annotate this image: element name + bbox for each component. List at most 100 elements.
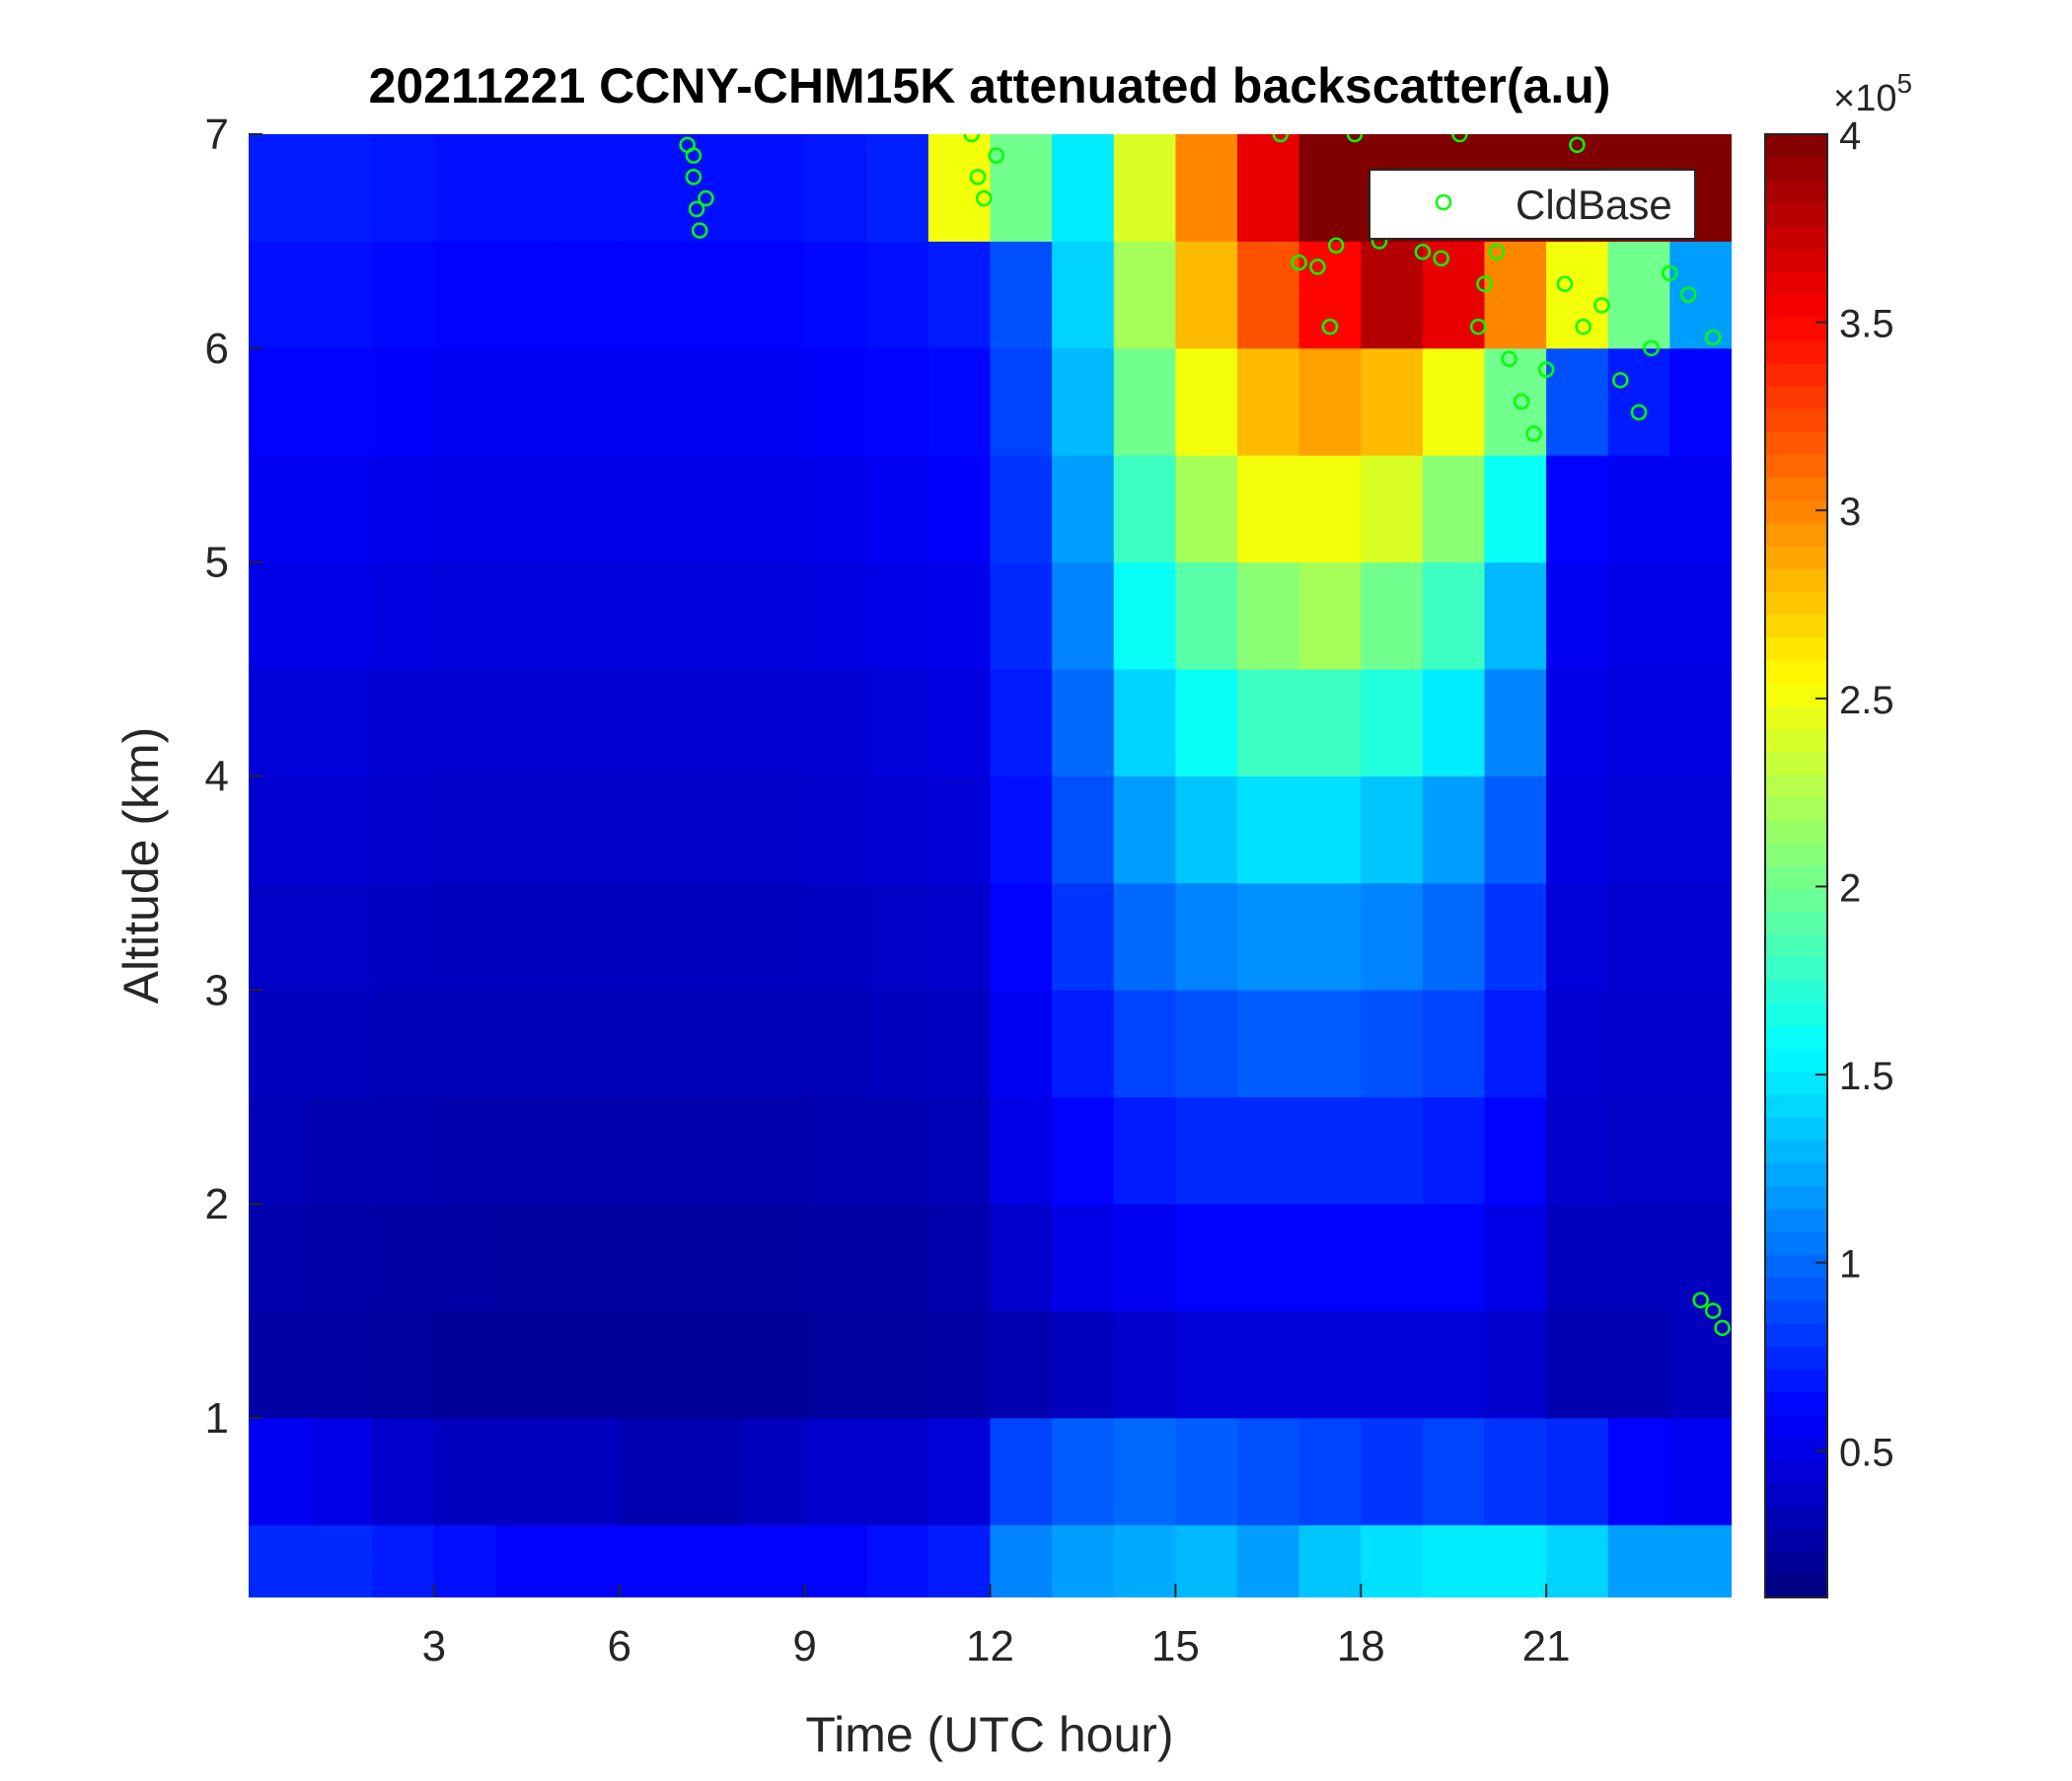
heatmap-cell xyxy=(372,241,435,349)
colorbar-step xyxy=(1765,705,1827,729)
heatmap-cell xyxy=(1175,347,1238,456)
heatmap-cell xyxy=(743,990,806,1098)
heatmap xyxy=(249,134,1732,1597)
colorbar-step xyxy=(1765,1551,1827,1576)
heatmap-cell xyxy=(1237,1310,1300,1419)
heatmap-cell xyxy=(1669,990,1732,1098)
heatmap-cell xyxy=(1607,776,1670,884)
heatmap-cell xyxy=(310,241,373,349)
colorbar-step xyxy=(1765,202,1827,227)
heatmap-cell xyxy=(1546,776,1609,884)
heatmap-cell xyxy=(557,669,621,777)
heatmap-cell xyxy=(1237,455,1300,563)
heatmap-cell xyxy=(1361,776,1424,884)
heatmap-cell xyxy=(1298,455,1362,563)
heatmap-cell xyxy=(743,241,806,349)
colorbar-step xyxy=(1765,1048,1827,1073)
y-axis-label: Altitude (km) xyxy=(113,727,169,1004)
colorbar-step xyxy=(1765,888,1827,913)
heatmap-cell xyxy=(804,1096,867,1205)
heatmap-cell xyxy=(372,1204,435,1311)
heatmap-cell xyxy=(927,347,991,456)
heatmap-cell xyxy=(927,241,991,349)
legend-label: CldBase xyxy=(1516,182,1672,228)
heatmap-cell xyxy=(1422,1310,1485,1419)
colorbar-step xyxy=(1765,225,1827,250)
heatmap-cell xyxy=(249,1096,312,1205)
heatmap-cell xyxy=(310,1524,373,1597)
x-tick-label: 18 xyxy=(1337,1622,1385,1670)
heatmap-cell xyxy=(495,1310,558,1419)
heatmap-cell xyxy=(1669,241,1732,349)
cloud-base-point xyxy=(1469,318,1487,335)
heatmap-cell xyxy=(1237,882,1300,991)
colorbar-step xyxy=(1765,751,1827,776)
heatmap-cell xyxy=(681,669,744,777)
cloud-base-point xyxy=(1272,134,1290,143)
heatmap-cell xyxy=(1546,561,1609,670)
heatmap-cell xyxy=(681,1310,744,1419)
heatmap-cell xyxy=(249,1524,312,1597)
colorbar-step xyxy=(1765,1299,1827,1324)
colorbar-step xyxy=(1765,1025,1827,1050)
heatmap-cell xyxy=(1607,561,1670,670)
cloud-base-point xyxy=(1476,275,1493,293)
heatmap-cell xyxy=(1237,1096,1300,1205)
heatmap-cell xyxy=(1237,561,1300,670)
x-axis-label: Time (UTC hour) xyxy=(805,1707,1173,1762)
colorbar-step xyxy=(1765,546,1827,569)
exponent: 5 xyxy=(1896,68,1912,99)
heatmap-cell xyxy=(990,882,1053,991)
heatmap-cell xyxy=(1546,669,1609,777)
colorbar-step xyxy=(1765,134,1827,158)
x-tick-label: 9 xyxy=(792,1622,816,1670)
heatmap-cell xyxy=(1361,455,1424,563)
colorbar-step xyxy=(1765,843,1827,866)
heatmap-cell xyxy=(1298,1417,1362,1525)
heatmap-cell xyxy=(1052,561,1115,670)
heatmap-cell xyxy=(1175,882,1238,991)
heatmap-cell xyxy=(1669,561,1732,670)
heatmap-cell xyxy=(249,1310,312,1419)
colorbar-step xyxy=(1765,157,1827,181)
cloud-base-point xyxy=(1433,250,1449,267)
heatmap-cell xyxy=(804,669,867,777)
heatmap-cell xyxy=(1298,1310,1362,1419)
heatmap-cell xyxy=(1113,1524,1176,1597)
heatmap-cell xyxy=(1422,669,1485,777)
colorbar-step xyxy=(1765,1094,1827,1118)
heatmap-cell xyxy=(1175,455,1238,563)
heatmap-cell xyxy=(1175,134,1238,242)
colorbar-step xyxy=(1765,362,1827,387)
heatmap-cell xyxy=(681,1417,744,1525)
heatmap-cell xyxy=(990,1524,1053,1597)
heatmap-cell xyxy=(1484,1204,1547,1311)
heatmap-cell xyxy=(866,1096,929,1205)
heatmap-cell xyxy=(990,1310,1053,1419)
heatmap-cell xyxy=(495,990,558,1098)
heatmap-cell xyxy=(743,776,806,884)
heatmap-cell xyxy=(1113,561,1176,670)
heatmap-cell xyxy=(557,1524,621,1597)
heatmap-cell xyxy=(1298,134,1362,242)
heatmap-cell xyxy=(372,134,435,242)
heatmap-cell xyxy=(372,990,435,1098)
heatmap-cell xyxy=(1237,241,1300,349)
cloud-base-point xyxy=(1451,134,1468,143)
heatmap-cell xyxy=(1237,1417,1300,1525)
heatmap-cell xyxy=(557,1204,621,1311)
heatmap-cell xyxy=(1298,776,1362,884)
heatmap-cell xyxy=(1607,669,1670,777)
heatmap-cell xyxy=(1422,776,1485,884)
colorbar-step xyxy=(1765,1528,1827,1553)
heatmap-cell xyxy=(619,882,682,991)
heatmap-cell xyxy=(1361,1204,1424,1311)
heatmap-cell xyxy=(1484,990,1547,1098)
heatmap-cell xyxy=(372,1524,435,1597)
heatmap-cell xyxy=(804,1417,867,1525)
x-tick-label: 21 xyxy=(1522,1622,1571,1670)
legend-marker xyxy=(1435,193,1452,211)
cloud-base-point xyxy=(1692,1292,1709,1308)
colorbar-step xyxy=(1765,294,1827,318)
cloud-base-point xyxy=(1321,318,1339,335)
